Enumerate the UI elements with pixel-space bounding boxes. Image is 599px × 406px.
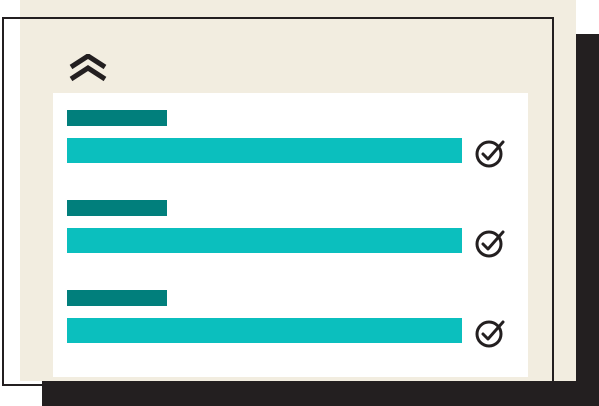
list-item xyxy=(67,110,517,168)
item-field-bar[interactable] xyxy=(67,228,462,253)
item-label-bar xyxy=(67,290,167,306)
check-circle-icon[interactable] xyxy=(475,137,507,169)
item-label-bar xyxy=(67,200,167,216)
check-circle-icon[interactable] xyxy=(475,317,507,349)
outline-frame xyxy=(2,17,554,386)
item-label-bar xyxy=(67,110,167,126)
list-item xyxy=(67,200,517,258)
check-circle-icon[interactable] xyxy=(475,227,507,259)
checklist-card xyxy=(53,93,528,377)
list-item xyxy=(67,290,517,348)
double-chevron-up-icon[interactable] xyxy=(68,54,108,82)
item-field-bar[interactable] xyxy=(67,138,462,163)
item-field-bar[interactable] xyxy=(67,318,462,343)
